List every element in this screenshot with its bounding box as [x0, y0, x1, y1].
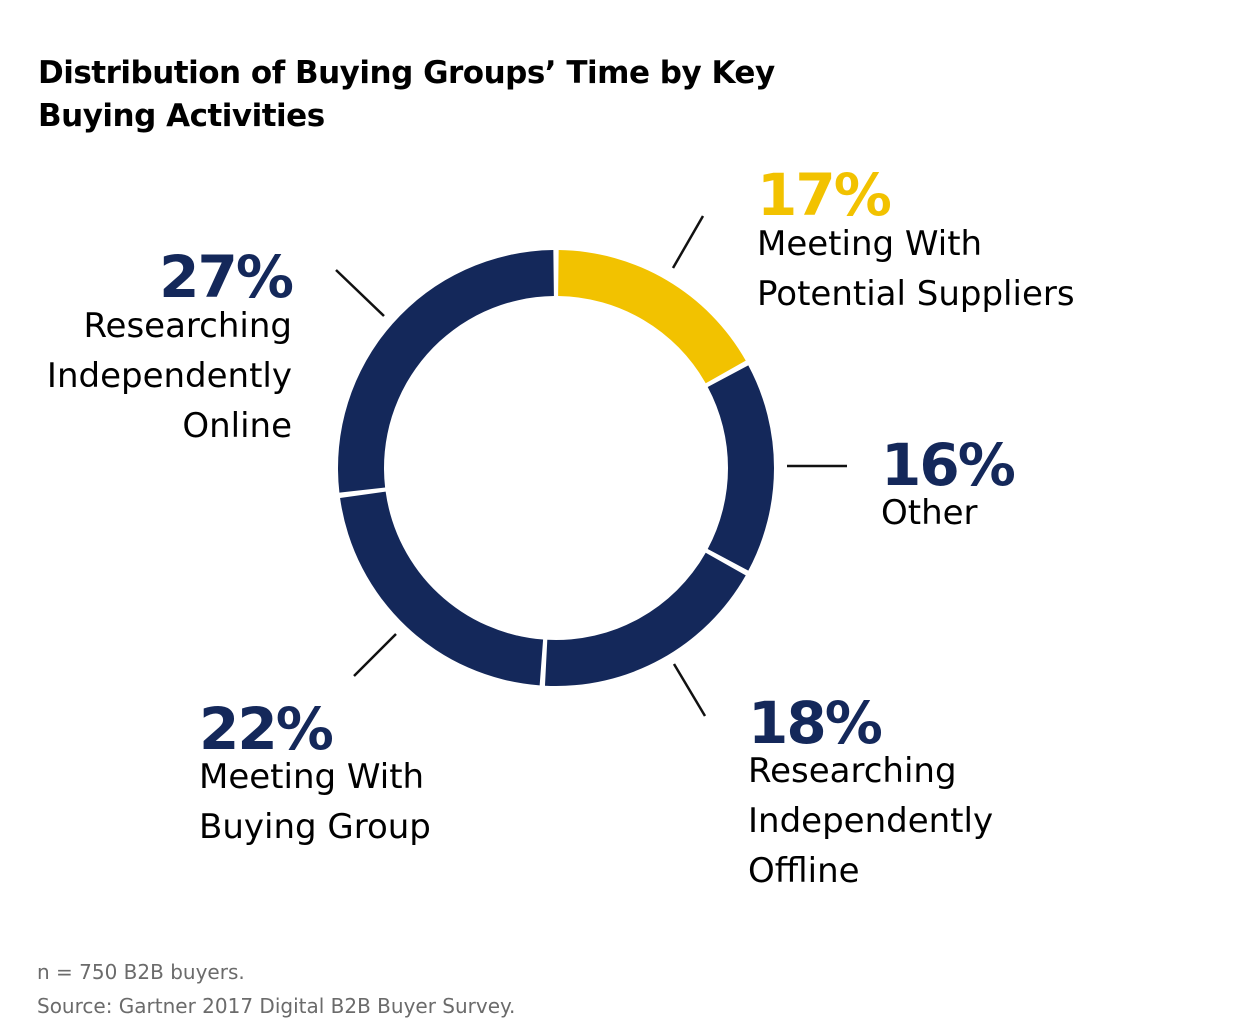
- slice-category-label: Independently: [748, 801, 993, 841]
- leader-line: [335, 269, 385, 317]
- leader-lines: [335, 215, 847, 717]
- donut-slice: [340, 491, 544, 686]
- leader-line: [672, 663, 707, 717]
- donut-slice: [558, 250, 746, 384]
- leader-line: [353, 633, 397, 677]
- slice-category-label: Offline: [748, 851, 860, 891]
- slice-percent-label: 17%: [757, 161, 891, 229]
- slice-category-label: Meeting With: [199, 757, 424, 797]
- chart-title: Distribution of Buying Groups’ Time by K…: [38, 55, 775, 134]
- source-note: Source: Gartner 2017 Digital B2B Buyer S…: [37, 994, 516, 1018]
- slice-percent-label: 18%: [748, 689, 882, 757]
- donut-slice: [707, 365, 774, 571]
- slice-category-label: Other: [881, 493, 978, 533]
- sample-size-note: n = 750 B2B buyers.: [37, 960, 245, 984]
- slice-category-label: Online: [182, 406, 292, 446]
- slice-percent-label: 16%: [881, 431, 1015, 499]
- slice-category-label: Buying Group: [199, 807, 431, 847]
- slice-category-label: Potential Suppliers: [757, 274, 1075, 314]
- donut-slices: [338, 250, 774, 686]
- donut-slice: [338, 250, 554, 493]
- donut-slice: [544, 552, 746, 686]
- slice-category-label: Meeting With: [757, 224, 982, 264]
- leader-line: [671, 215, 705, 269]
- slice-category-label: Researching: [83, 306, 292, 346]
- slice-percent-label: 22%: [199, 695, 333, 763]
- slice-percent-label: 27%: [159, 243, 293, 311]
- slice-category-label: Independently: [47, 356, 292, 396]
- slice-category-label: Researching: [748, 751, 957, 791]
